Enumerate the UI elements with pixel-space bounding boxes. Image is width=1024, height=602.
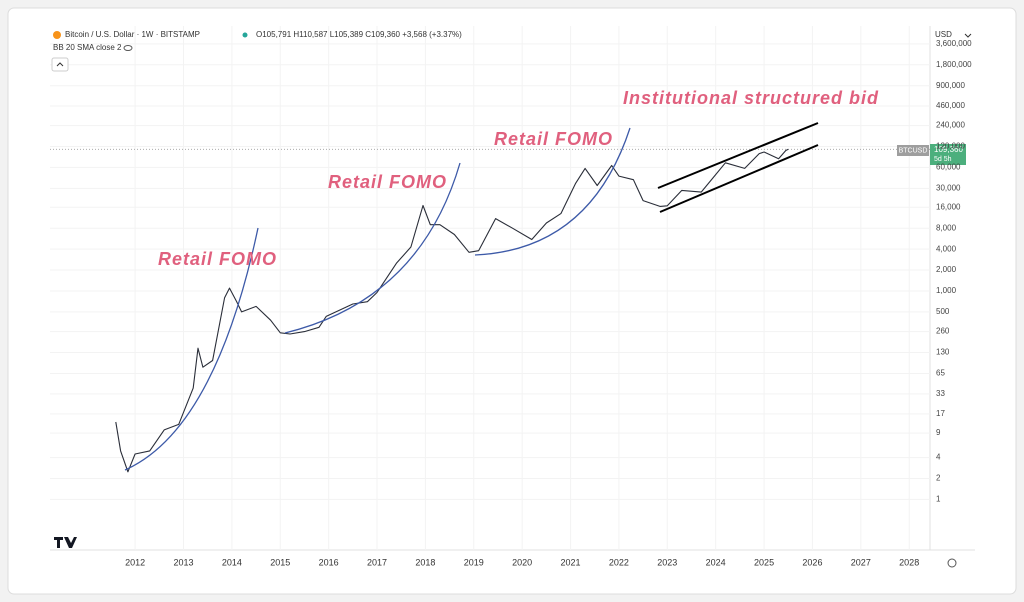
bitcoin-icon (53, 31, 61, 39)
y-tick-label: 1 (936, 495, 941, 504)
annotation: Retail FOMO (328, 172, 447, 192)
currency[interactable]: USD (935, 30, 952, 39)
x-tick-label: 2025 (754, 557, 774, 567)
tradingview-logo (54, 537, 77, 548)
y-tick-label: 1,800,000 (936, 60, 972, 69)
y-tick-label: 65 (936, 369, 945, 378)
y-tick-label: 4,000 (936, 244, 957, 253)
y-tick-label: 240,000 (936, 121, 965, 130)
grid (50, 26, 930, 550)
x-tick-label: 2016 (319, 557, 339, 567)
x-tick-label: 2015 (270, 557, 290, 567)
annotation: Institutional structured bid (623, 88, 879, 108)
y-tick-label: 60,000 (936, 163, 961, 172)
market-status (242, 32, 248, 38)
countdown: 5d 5h (934, 156, 952, 163)
symbol-title: Bitcoin / U.S. Dollar · 1W · BITSTAMP (65, 30, 200, 39)
x-tick-label: 2021 (561, 557, 581, 567)
y-tick-label: 17 (936, 409, 945, 418)
y-tick-label: 260 (936, 327, 950, 336)
channel-line (657, 122, 819, 189)
x-tick-label: 2017 (367, 557, 387, 567)
y-tick-label: 16,000 (936, 202, 961, 211)
x-tick-label: 2027 (851, 557, 871, 567)
annotation: Retail FOMO (158, 249, 277, 269)
annotation: Retail FOMO (494, 129, 613, 149)
symbol-tag (897, 145, 929, 156)
y-tick-label: 120,000 (936, 142, 965, 151)
price-tag (930, 144, 966, 165)
y-tick-label: 900,000 (936, 81, 965, 90)
y-tick-label: 30,000 (936, 183, 961, 192)
collapse-button[interactable] (51, 57, 69, 72)
collapse-icon (56, 62, 64, 67)
currency-dropdown[interactable] (964, 33, 972, 38)
x-tick-label: 2028 (899, 557, 919, 567)
x-tick-label: 2018 (415, 557, 435, 567)
x-tick-label: 2013 (174, 557, 194, 567)
x-tick-label: 2020 (512, 557, 532, 567)
x-tick-label: 2026 (802, 557, 822, 567)
y-tick-label: 4 (936, 453, 941, 462)
x-tick-label: 2022 (609, 557, 629, 567)
y-tick-label: 460,000 (936, 101, 965, 110)
ohlc: O105,791 H110,587 L105,389 C109,360 +3,5… (256, 30, 462, 39)
x-tick-label: 2023 (657, 557, 677, 567)
parabolic-arc (474, 127, 631, 256)
price-tag-label: 109,360 (934, 145, 963, 154)
price-line (115, 148, 789, 473)
x-tick-label: 2014 (222, 557, 242, 567)
y-tick-label: 3,600,000 (936, 39, 972, 48)
parabolic-arc (284, 162, 461, 334)
settings-icon[interactable] (947, 558, 957, 568)
y-tick-label: 1,000 (936, 286, 957, 295)
y-tick-label: 33 (936, 389, 945, 398)
indicator: BB 20 SMA close 2 (53, 43, 122, 52)
eye-icon[interactable] (123, 45, 133, 51)
x-tick-label: 2019 (464, 557, 484, 567)
y-tick-label: 2,000 (936, 265, 957, 274)
y-tick-label: 130 (936, 348, 950, 357)
parabolic-arc (124, 227, 259, 471)
x-tick-label: 2012 (125, 557, 145, 567)
y-tick-label: 500 (936, 307, 950, 316)
channel-line (659, 144, 819, 213)
x-tick-label: 2024 (706, 557, 726, 567)
y-tick-label: 8,000 (936, 223, 957, 232)
y-tick-label: 2 (936, 474, 941, 483)
y-tick-label: 9 (936, 428, 941, 437)
symbol-tag-label: BTCUSD (899, 147, 928, 154)
